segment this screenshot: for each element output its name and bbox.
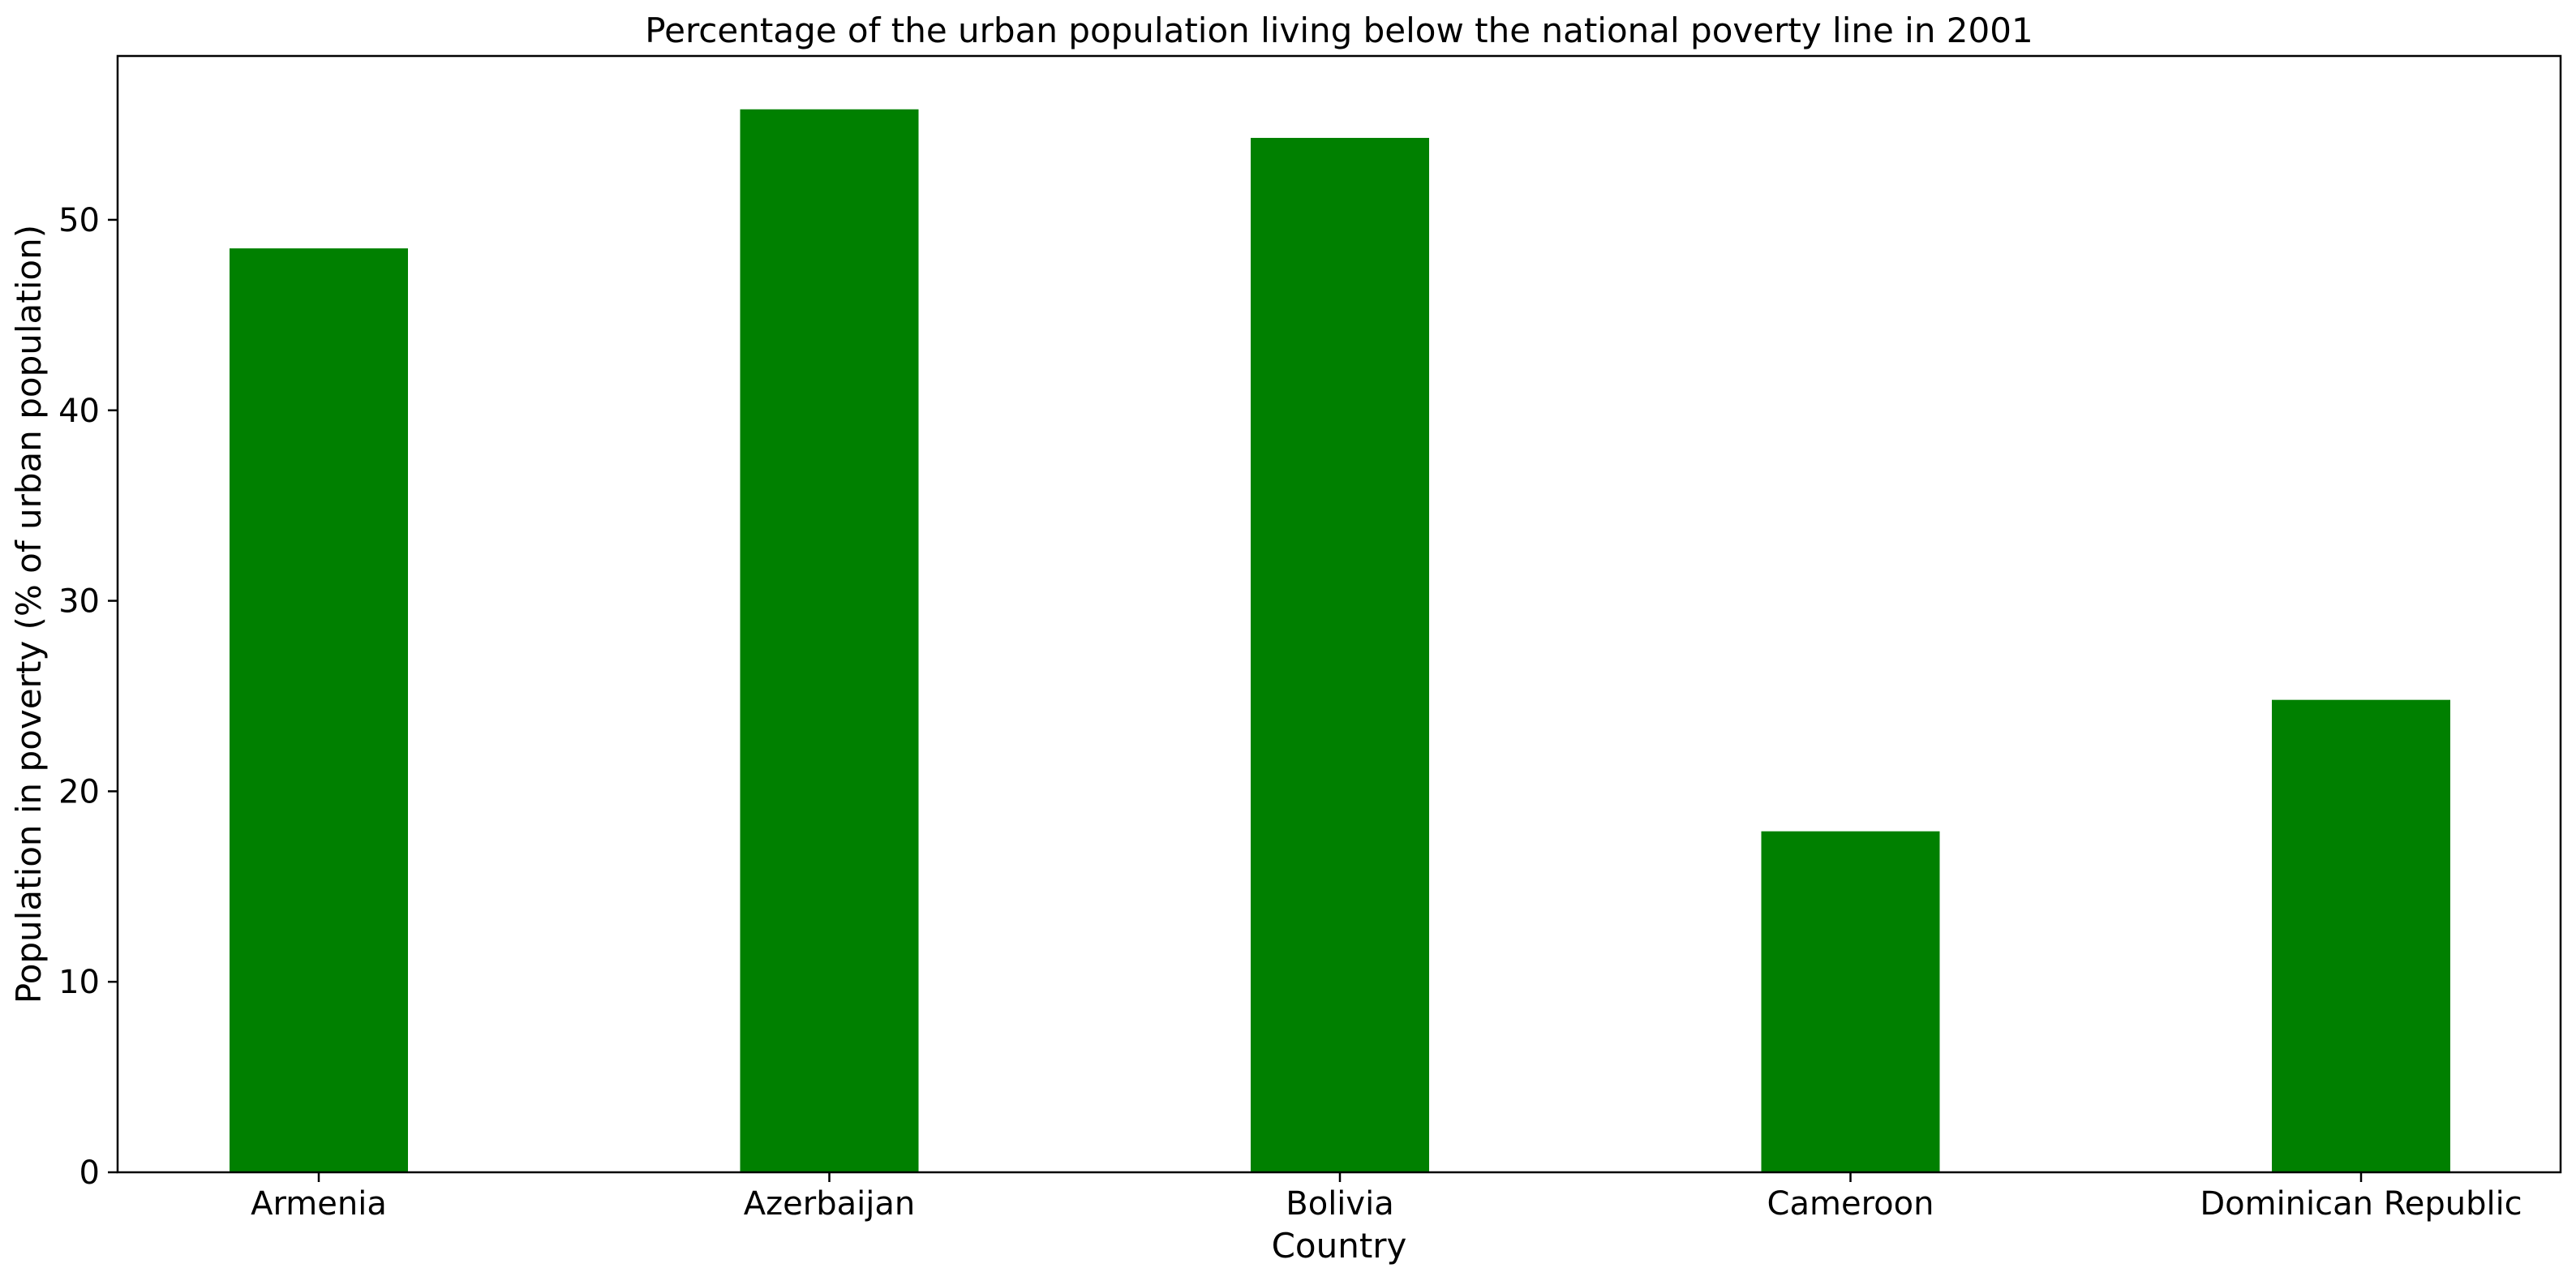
bar-cameroon bbox=[1761, 831, 1940, 1172]
y-axis-ticks: 0 10 20 30 40 50 bbox=[58, 202, 118, 1192]
x-tick-label-azerbaijan: Azerbaijan bbox=[744, 1185, 915, 1223]
y-axis-label: Population in poverty (% of urban popula… bbox=[9, 225, 49, 1004]
y-tick-label-20: 20 bbox=[58, 773, 100, 810]
bar-armenia bbox=[230, 248, 408, 1172]
y-tick-label-10: 10 bbox=[58, 964, 100, 1001]
x-tick-label-bolivia: Bolivia bbox=[1286, 1185, 1393, 1223]
x-tick-label-cameroon: Cameroon bbox=[1767, 1185, 1934, 1223]
y-tick-label-30: 30 bbox=[58, 583, 100, 621]
y-tick-label-0: 0 bbox=[79, 1154, 100, 1192]
x-tick-label-armenia: Armenia bbox=[251, 1185, 387, 1223]
chart-title: Percentage of the urban population livin… bbox=[645, 11, 2033, 50]
x-axis-ticks: Armenia Azerbaijan Bolivia Cameroon Dominica… bbox=[251, 1172, 2522, 1223]
bars-group bbox=[230, 109, 2450, 1173]
x-tick-label-dominican-republic: Dominican Republic bbox=[2200, 1185, 2522, 1223]
y-tick-label-50: 50 bbox=[58, 202, 100, 239]
bar-dominican-republic bbox=[2272, 699, 2450, 1172]
y-tick-label-40: 40 bbox=[58, 393, 100, 430]
x-axis-label: Country bbox=[1272, 1226, 1407, 1266]
bar-bolivia bbox=[1251, 137, 1429, 1173]
plot-frame bbox=[116, 54, 2562, 1174]
bar-azerbaijan bbox=[740, 109, 919, 1172]
